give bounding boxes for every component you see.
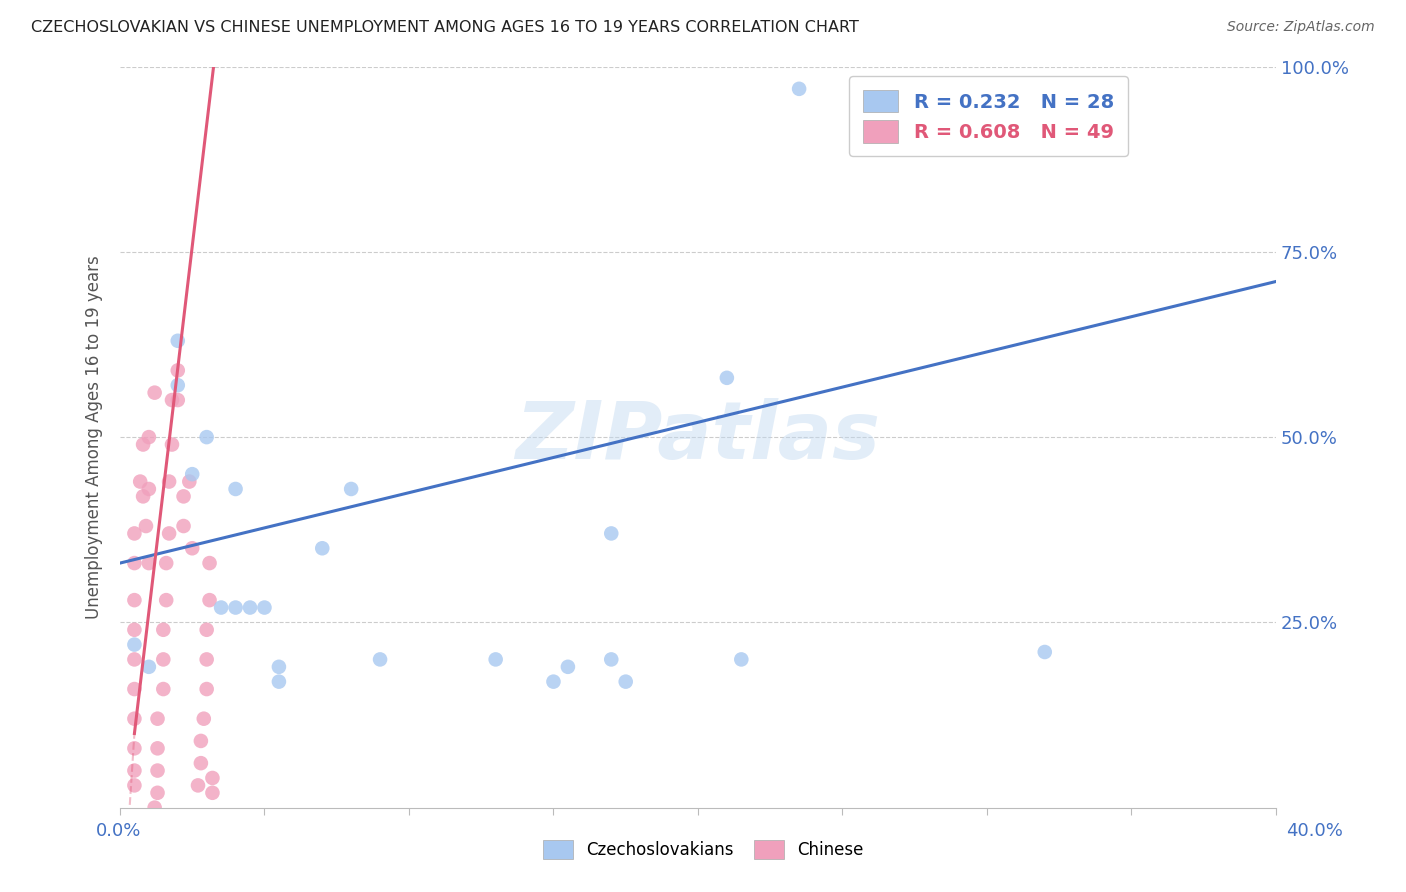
- Point: [614, 674, 637, 689]
- Point: [124, 652, 146, 666]
- Point: [187, 778, 209, 792]
- Point: [124, 638, 146, 652]
- Legend: R = 0.232   N = 28, R = 0.608   N = 49: R = 0.232 N = 28, R = 0.608 N = 49: [849, 77, 1128, 156]
- Point: [160, 392, 183, 407]
- Point: [124, 526, 146, 541]
- Point: [600, 652, 623, 666]
- Point: [209, 600, 232, 615]
- Point: [166, 392, 188, 407]
- Text: ZIPatlas: ZIPatlas: [516, 398, 880, 476]
- Point: [730, 652, 752, 666]
- Point: [195, 623, 218, 637]
- Point: [157, 475, 180, 489]
- Point: [198, 593, 221, 607]
- Point: [124, 681, 146, 696]
- Point: [889, 82, 911, 96]
- Point: [181, 541, 204, 556]
- Point: [787, 82, 810, 96]
- Point: [138, 430, 160, 444]
- Point: [340, 482, 363, 496]
- Point: [124, 593, 146, 607]
- Point: [201, 786, 224, 800]
- Text: CZECHOSLOVAKIAN VS CHINESE UNEMPLOYMENT AMONG AGES 16 TO 19 YEARS CORRELATION CH: CZECHOSLOVAKIAN VS CHINESE UNEMPLOYMENT …: [31, 20, 859, 35]
- Point: [267, 660, 290, 674]
- Point: [253, 600, 276, 615]
- Point: [152, 652, 174, 666]
- Point: [166, 334, 188, 348]
- Point: [146, 712, 169, 726]
- Text: 0.0%: 0.0%: [96, 822, 141, 840]
- Point: [138, 660, 160, 674]
- Point: [124, 764, 146, 778]
- Point: [195, 430, 218, 444]
- Point: [716, 371, 738, 385]
- Point: [557, 660, 579, 674]
- Point: [160, 437, 183, 451]
- Point: [152, 623, 174, 637]
- Point: [193, 712, 215, 726]
- Point: [124, 712, 146, 726]
- Point: [195, 681, 218, 696]
- Point: [225, 600, 247, 615]
- Point: [166, 363, 188, 377]
- Point: [195, 652, 218, 666]
- Point: [155, 556, 177, 570]
- Point: [155, 593, 177, 607]
- Point: [1005, 82, 1028, 96]
- Point: [124, 623, 146, 637]
- Point: [132, 437, 155, 451]
- Point: [1033, 645, 1056, 659]
- Point: [146, 786, 169, 800]
- Point: [311, 541, 333, 556]
- Point: [485, 652, 508, 666]
- Point: [129, 475, 152, 489]
- Point: [543, 674, 565, 689]
- Point: [190, 756, 212, 771]
- Text: Source: ZipAtlas.com: Source: ZipAtlas.com: [1227, 20, 1375, 34]
- Point: [267, 674, 290, 689]
- Point: [138, 482, 160, 496]
- Point: [124, 778, 146, 792]
- Y-axis label: Unemployment Among Ages 16 to 19 years: Unemployment Among Ages 16 to 19 years: [86, 255, 103, 619]
- Point: [152, 681, 174, 696]
- Point: [368, 652, 391, 666]
- Point: [166, 378, 188, 392]
- Point: [201, 771, 224, 785]
- Point: [225, 482, 247, 496]
- Point: [138, 556, 160, 570]
- Point: [600, 526, 623, 541]
- Point: [239, 600, 262, 615]
- Point: [173, 519, 195, 533]
- Point: [146, 764, 169, 778]
- Point: [173, 489, 195, 503]
- Point: [146, 741, 169, 756]
- Point: [190, 734, 212, 748]
- Point: [157, 526, 180, 541]
- Point: [179, 475, 201, 489]
- Point: [132, 489, 155, 503]
- Point: [198, 556, 221, 570]
- Point: [181, 467, 204, 482]
- Point: [143, 800, 166, 814]
- Point: [124, 556, 146, 570]
- Text: 40.0%: 40.0%: [1286, 822, 1343, 840]
- Legend: Czechoslovakians, Chinese: Czechoslovakians, Chinese: [536, 833, 870, 866]
- Point: [124, 741, 146, 756]
- Point: [135, 519, 157, 533]
- Point: [143, 385, 166, 400]
